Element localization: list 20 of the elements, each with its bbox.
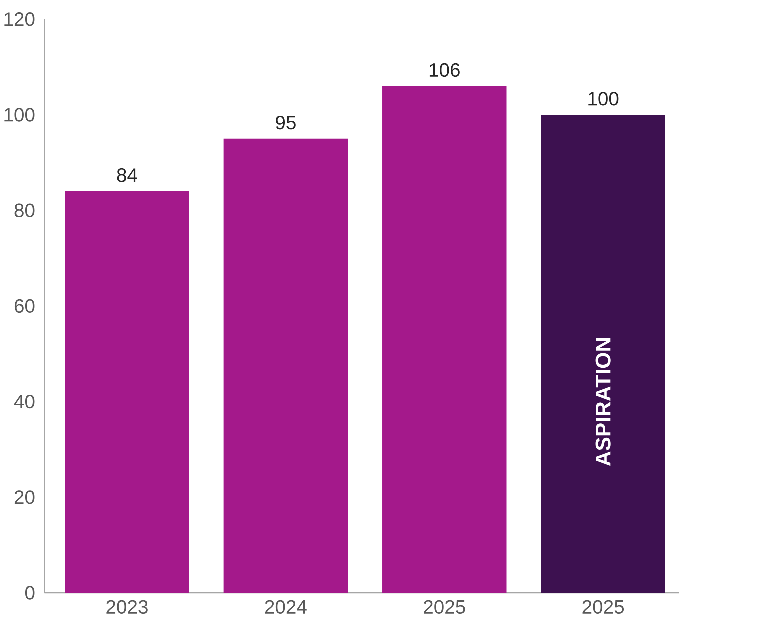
y-tick-label: 120 (4, 12, 35, 26)
x-tick-label: 2025 (424, 600, 466, 614)
y-tick-label: 100 (4, 108, 35, 122)
data-label: 84 (117, 168, 138, 182)
x-tick-label: 2025 (582, 600, 624, 614)
bar (541, 115, 666, 594)
bar (65, 192, 190, 594)
bar (382, 86, 507, 594)
y-tick-label: 60 (14, 300, 35, 314)
x-tick-label: 2023 (106, 600, 148, 614)
x-tick-label: 2024 (265, 600, 307, 614)
annotation: ASPIRATION (596, 338, 611, 466)
bar (224, 139, 348, 594)
y-tick-label: 0 (25, 586, 35, 600)
y-tick-label: 40 (14, 395, 35, 409)
y-tick-label: 80 (14, 204, 35, 218)
data-label: 100 (588, 92, 619, 106)
data-label: 95 (276, 116, 296, 130)
data-label: 106 (430, 64, 460, 78)
y-tick-label: 20 (14, 490, 35, 504)
